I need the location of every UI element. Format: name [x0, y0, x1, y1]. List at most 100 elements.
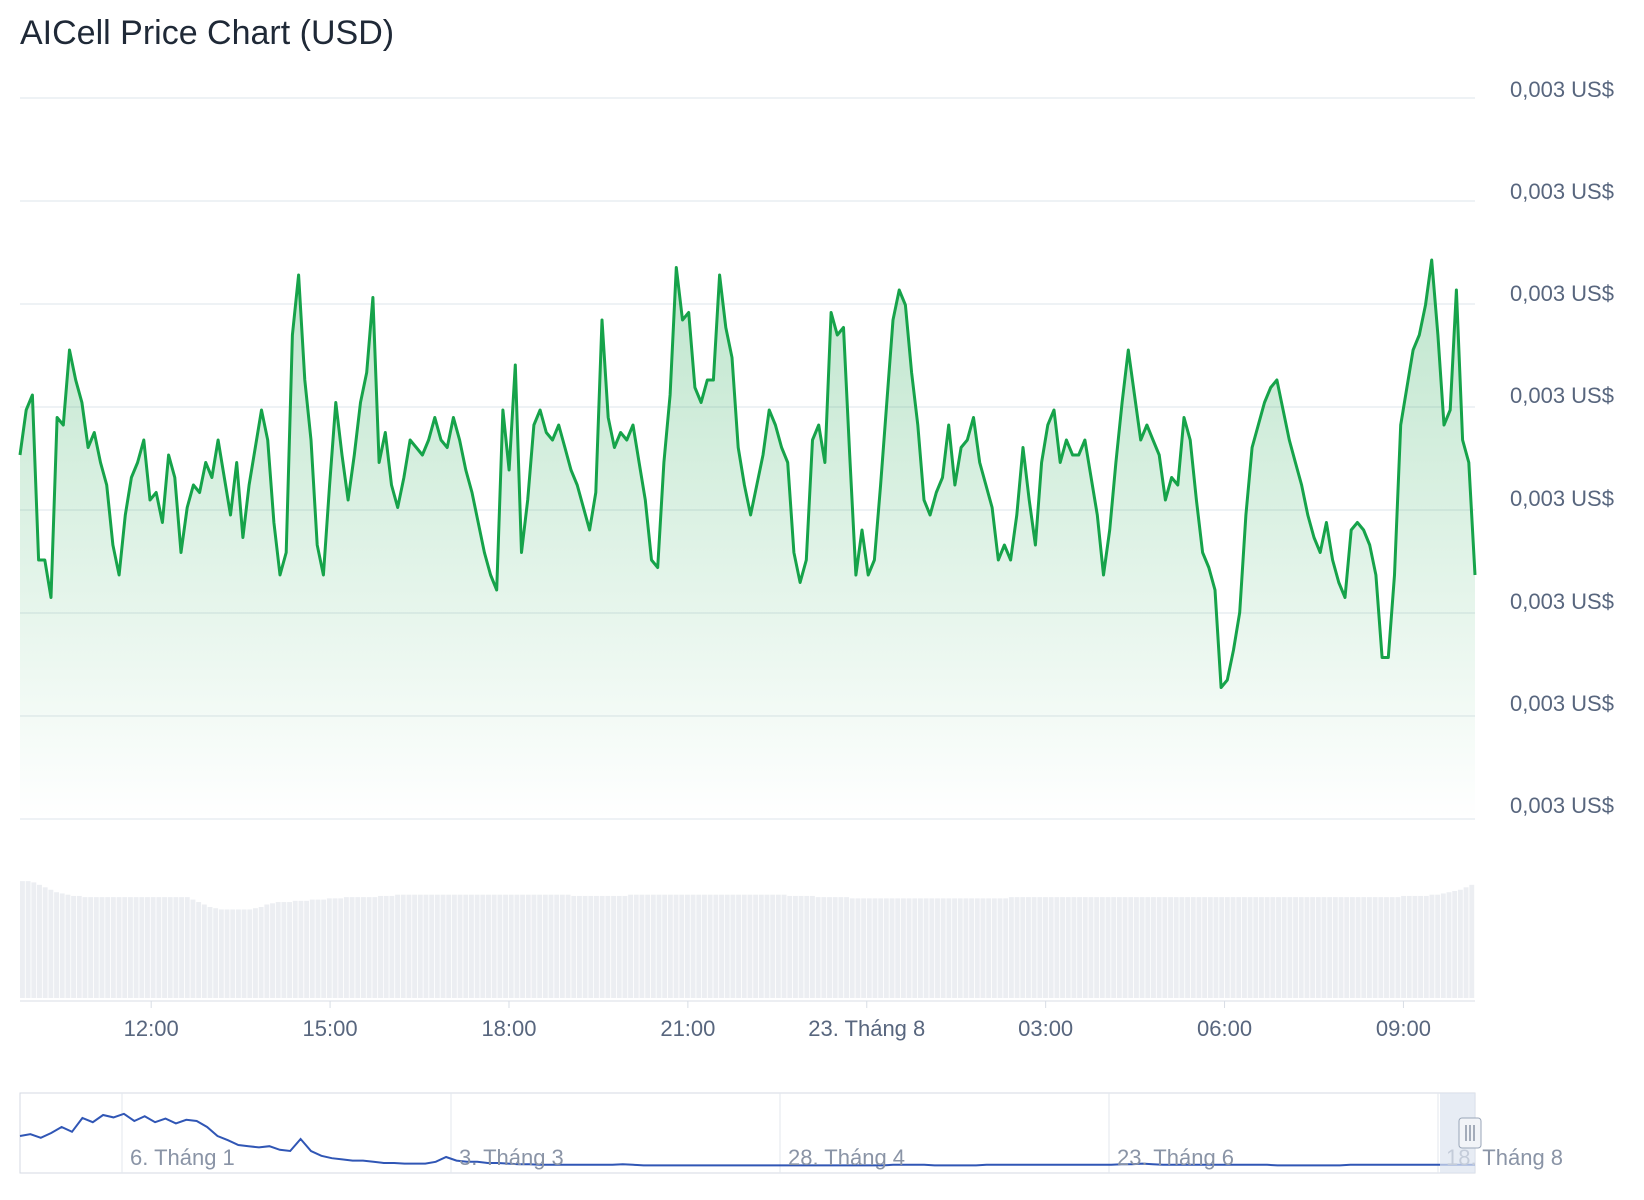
volume-bar — [1003, 898, 1009, 998]
volume-bar — [1054, 897, 1060, 998]
volume-bar — [684, 894, 690, 998]
volume-bar — [343, 897, 349, 998]
volume-bar — [559, 894, 565, 998]
y-tick-label: 0,003 US$ — [1510, 793, 1614, 818]
volume-bar — [213, 908, 219, 998]
x-tick-label: 21:00 — [660, 1016, 715, 1041]
volume-bar — [548, 894, 554, 998]
volume-bar — [662, 894, 668, 998]
volume-bar — [599, 895, 605, 998]
volume-bar — [1179, 897, 1185, 998]
volume-bar — [1014, 897, 1020, 998]
volume-bar — [787, 895, 793, 998]
volume-bar — [207, 906, 213, 998]
volume-bar — [1440, 893, 1446, 998]
volume-bar — [264, 904, 270, 998]
volume-bar — [1247, 897, 1253, 998]
volume-bar — [582, 895, 588, 998]
navigator-tick-label: 6. Tháng 1 — [130, 1145, 235, 1170]
volume-bar — [895, 898, 901, 998]
volume-bar — [520, 894, 526, 998]
volume-bar — [770, 894, 776, 998]
volume-bar — [781, 894, 787, 998]
volume-bar — [110, 897, 116, 998]
volume-bar — [1026, 897, 1031, 998]
volume-bar — [622, 895, 628, 998]
volume-bar — [741, 894, 747, 998]
volume-bar — [883, 898, 889, 998]
volume-bar — [150, 897, 156, 998]
volume-bar — [1384, 897, 1389, 998]
volume-bar — [531, 894, 537, 998]
volume-bar — [963, 898, 969, 998]
volume-bar — [1202, 897, 1208, 998]
volume-bar — [417, 894, 423, 998]
volume-bar — [957, 898, 963, 998]
volume-bar — [270, 903, 275, 998]
volume-bar — [832, 897, 838, 998]
volume-bar — [1043, 897, 1048, 998]
volume-bar — [838, 897, 844, 998]
volume-bar — [1270, 897, 1276, 998]
volume-bar — [1264, 897, 1270, 998]
volume-bar — [736, 894, 742, 998]
volume-bar — [349, 897, 355, 998]
volume-bar — [133, 897, 139, 998]
volume-bar — [616, 895, 622, 998]
volume-bar — [145, 897, 150, 998]
volume-bar — [1173, 897, 1179, 998]
navigator-tick-label: 28. Tháng 4 — [788, 1145, 905, 1170]
volume-bar — [1310, 897, 1316, 998]
volume-bar — [235, 909, 241, 998]
volume-bar — [446, 894, 452, 998]
navigator-tick-label: 23. Tháng 6 — [1117, 1145, 1234, 1170]
volume-bar — [105, 897, 111, 998]
y-tick-label: 0,003 US$ — [1510, 486, 1614, 511]
volume-bar — [275, 902, 281, 998]
volume-bar — [395, 894, 400, 998]
x-tick-label: 12:00 — [124, 1016, 179, 1041]
volume-bar — [827, 897, 832, 998]
volume-bar — [764, 894, 770, 998]
y-tick-label: 0,003 US$ — [1510, 179, 1614, 204]
navigator[interactable]: 6. Tháng 1 3. Tháng 3 28. Tháng 4 23. Tháng… — [19, 1092, 1563, 1174]
volume-bar — [338, 898, 344, 998]
volume-bar — [65, 894, 71, 998]
volume-bar — [855, 898, 861, 998]
volume-bar — [1435, 894, 1441, 998]
volume-bar — [1088, 897, 1094, 998]
volume-bar — [542, 894, 548, 998]
volume-bar — [1020, 897, 1026, 998]
volume-bar — [1037, 897, 1043, 998]
volume-bar — [702, 894, 707, 998]
volume-bar — [179, 897, 185, 998]
volume-bar — [1162, 897, 1168, 998]
volume-bar — [912, 898, 918, 998]
volume-bar — [93, 897, 99, 998]
volume-bar — [628, 894, 634, 998]
volume-bar — [849, 898, 855, 998]
volume-bar — [866, 898, 872, 998]
volume-bar — [940, 898, 946, 998]
volume-bar — [929, 898, 935, 998]
volume-bar — [861, 898, 867, 998]
x-tick-label: 06:00 — [1197, 1016, 1252, 1041]
navigator-handle[interactable] — [1458, 1117, 1482, 1149]
x-tick-label: 03:00 — [1018, 1016, 1073, 1041]
volume-bar — [1156, 897, 1162, 998]
volume-bar — [1332, 897, 1338, 998]
volume-bar — [753, 894, 759, 998]
x-axis-ticks: 12:00 15:00 18:00 21:00 23. Tháng 8 03:00 06:0… — [124, 1001, 1431, 1041]
volume-bar — [747, 894, 753, 998]
volume-bar — [1082, 897, 1088, 998]
volume-bar — [639, 894, 645, 998]
price-line[interactable] — [18, 258, 1477, 689]
volume-bar — [122, 897, 128, 998]
volume-bar — [486, 894, 491, 998]
volume-bar — [230, 909, 236, 998]
volume-bar — [383, 895, 389, 998]
volume-bar — [241, 909, 247, 998]
volume-bar — [611, 895, 616, 998]
volume-bar — [321, 899, 327, 998]
